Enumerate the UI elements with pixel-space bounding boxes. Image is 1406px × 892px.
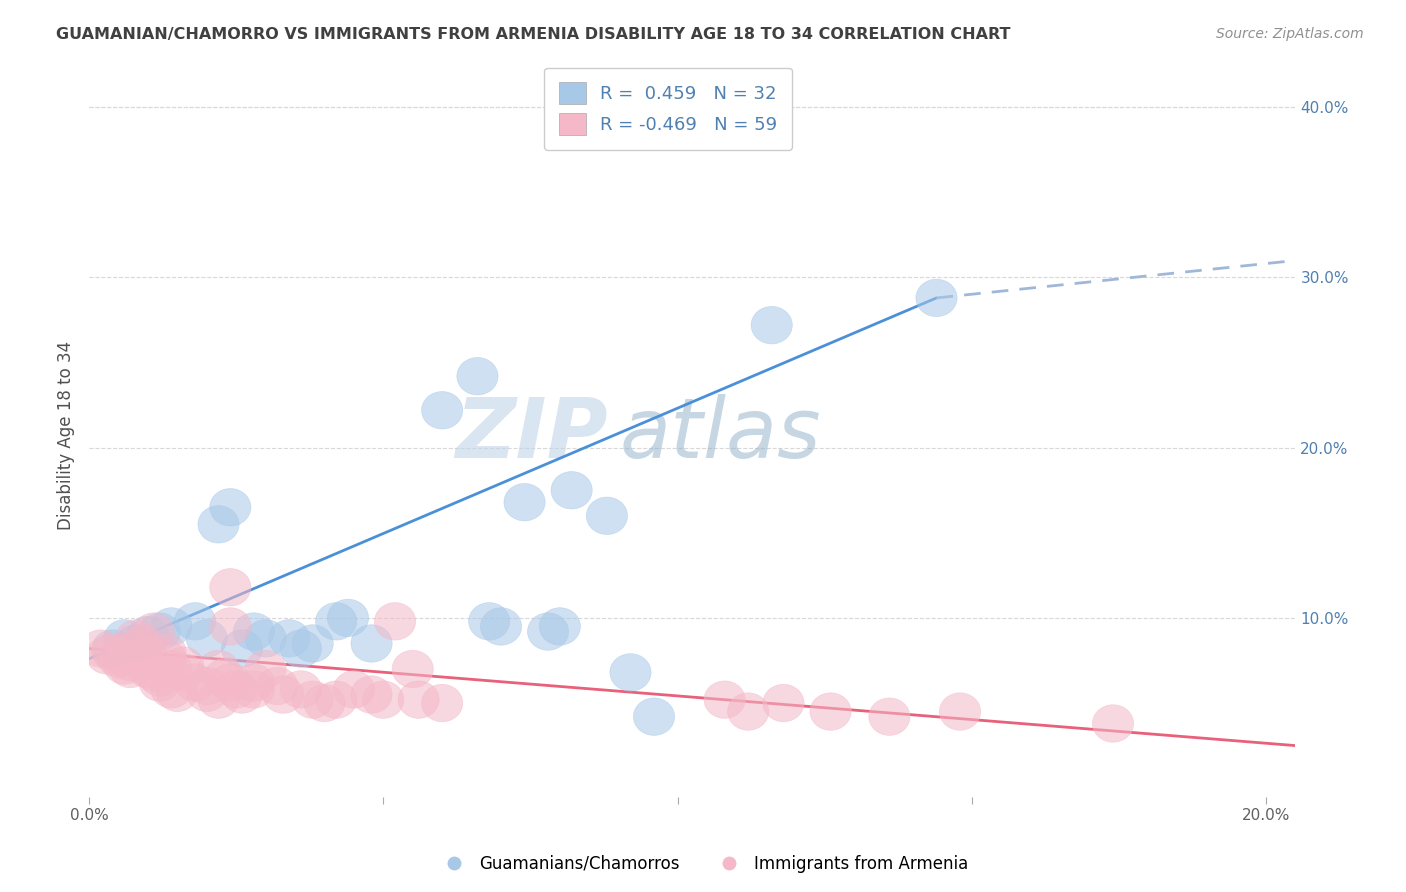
Ellipse shape [163, 654, 204, 691]
Ellipse shape [91, 630, 134, 667]
Ellipse shape [540, 607, 581, 645]
Ellipse shape [104, 647, 145, 684]
Ellipse shape [551, 472, 592, 509]
Ellipse shape [145, 633, 186, 671]
Ellipse shape [1092, 705, 1133, 742]
Ellipse shape [104, 620, 145, 657]
Ellipse shape [204, 659, 245, 697]
Text: ZIP: ZIP [456, 394, 607, 475]
Ellipse shape [186, 620, 228, 657]
Ellipse shape [527, 613, 568, 650]
Ellipse shape [104, 637, 145, 674]
Ellipse shape [280, 630, 322, 667]
Ellipse shape [128, 640, 169, 678]
Ellipse shape [110, 643, 150, 681]
Ellipse shape [869, 698, 910, 735]
Ellipse shape [586, 497, 627, 534]
Ellipse shape [128, 616, 169, 654]
Ellipse shape [80, 630, 121, 667]
Ellipse shape [481, 607, 522, 645]
Ellipse shape [422, 684, 463, 722]
Ellipse shape [468, 603, 510, 640]
Ellipse shape [422, 392, 463, 429]
Ellipse shape [186, 674, 228, 712]
Ellipse shape [163, 647, 204, 684]
Ellipse shape [110, 650, 150, 688]
Ellipse shape [333, 671, 374, 708]
Ellipse shape [257, 667, 298, 705]
Ellipse shape [115, 630, 156, 667]
Ellipse shape [233, 671, 274, 708]
Ellipse shape [392, 650, 433, 688]
Ellipse shape [269, 620, 309, 657]
Text: Source: ZipAtlas.com: Source: ZipAtlas.com [1216, 27, 1364, 41]
Text: atlas: atlas [620, 394, 821, 475]
Ellipse shape [115, 620, 156, 657]
Ellipse shape [751, 307, 793, 344]
Ellipse shape [209, 664, 250, 701]
Ellipse shape [139, 613, 180, 650]
Ellipse shape [352, 624, 392, 662]
Ellipse shape [245, 620, 287, 657]
Ellipse shape [139, 664, 180, 701]
Ellipse shape [174, 603, 215, 640]
Ellipse shape [292, 681, 333, 718]
Ellipse shape [209, 568, 250, 606]
Ellipse shape [91, 633, 134, 671]
Ellipse shape [315, 681, 357, 718]
Ellipse shape [352, 676, 392, 714]
Ellipse shape [128, 650, 169, 688]
Legend: R =  0.459   N = 32, R = -0.469   N = 59: R = 0.459 N = 32, R = -0.469 N = 59 [544, 68, 792, 150]
Ellipse shape [222, 630, 263, 667]
Ellipse shape [457, 358, 498, 395]
Ellipse shape [292, 624, 333, 662]
Ellipse shape [150, 607, 193, 645]
Ellipse shape [86, 637, 128, 674]
Ellipse shape [704, 681, 745, 718]
Ellipse shape [315, 603, 357, 640]
Ellipse shape [374, 603, 416, 640]
Ellipse shape [280, 671, 322, 708]
Ellipse shape [233, 664, 274, 701]
Ellipse shape [398, 681, 439, 718]
Text: GUAMANIAN/CHAMORRO VS IMMIGRANTS FROM ARMENIA DISABILITY AGE 18 TO 34 CORRELATIO: GUAMANIAN/CHAMORRO VS IMMIGRANTS FROM AR… [56, 27, 1011, 42]
Ellipse shape [150, 671, 193, 708]
Ellipse shape [915, 279, 957, 317]
Ellipse shape [222, 676, 263, 714]
Ellipse shape [145, 640, 186, 678]
Ellipse shape [215, 671, 257, 708]
Ellipse shape [134, 613, 174, 650]
Ellipse shape [174, 664, 215, 701]
Ellipse shape [634, 698, 675, 735]
Ellipse shape [727, 693, 769, 731]
Ellipse shape [233, 613, 274, 650]
Ellipse shape [134, 654, 174, 691]
Ellipse shape [304, 684, 344, 722]
Ellipse shape [156, 674, 198, 712]
Ellipse shape [503, 483, 546, 521]
Ellipse shape [363, 681, 404, 718]
Ellipse shape [139, 659, 180, 697]
Ellipse shape [810, 693, 851, 731]
Ellipse shape [98, 640, 139, 678]
Ellipse shape [121, 624, 163, 662]
Ellipse shape [263, 676, 304, 714]
Ellipse shape [121, 637, 163, 674]
Ellipse shape [115, 624, 156, 662]
Ellipse shape [186, 667, 228, 705]
Ellipse shape [763, 684, 804, 722]
Ellipse shape [245, 650, 287, 688]
Ellipse shape [198, 681, 239, 718]
Ellipse shape [328, 599, 368, 637]
Ellipse shape [209, 489, 250, 526]
Y-axis label: Disability Age 18 to 34: Disability Age 18 to 34 [58, 341, 75, 530]
Legend: Guamanians/Chamorros, Immigrants from Armenia: Guamanians/Chamorros, Immigrants from Ar… [430, 848, 976, 880]
Ellipse shape [198, 506, 239, 543]
Ellipse shape [209, 607, 250, 645]
Ellipse shape [198, 650, 239, 688]
Ellipse shape [150, 650, 193, 688]
Ellipse shape [939, 693, 980, 731]
Ellipse shape [610, 654, 651, 691]
